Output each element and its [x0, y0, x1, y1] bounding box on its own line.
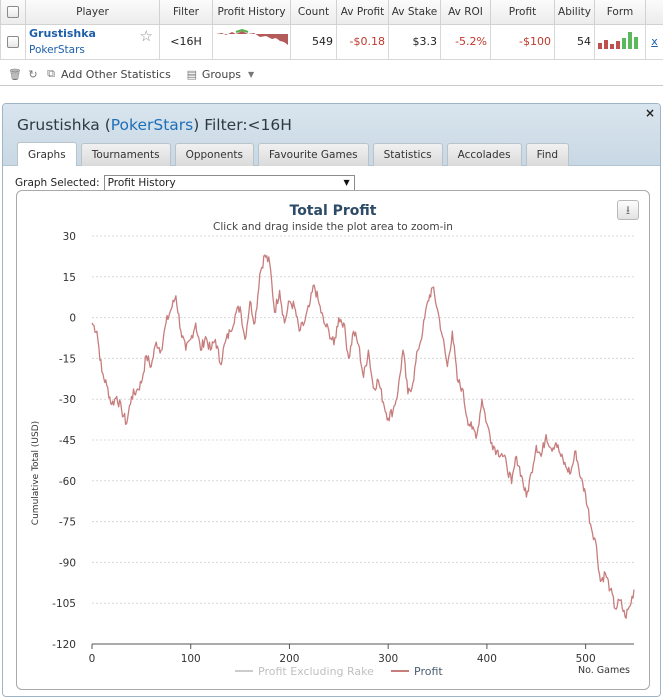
- chart-subtitle: Click and drag inside the plot area to z…: [213, 221, 453, 233]
- y-tick-label: 0: [69, 313, 76, 325]
- y-tick-label: -90: [59, 557, 76, 569]
- close-icon[interactable]: ×: [644, 106, 655, 120]
- count-cell: 549: [290, 24, 337, 60]
- graph-selector: Graph Selected: Profit History ▼: [15, 175, 355, 191]
- column-header[interactable]: Av ROI: [440, 0, 491, 25]
- profit-history-sparkline-cell: [212, 24, 291, 60]
- player-cell[interactable]: Grustishka PokerStars ☆: [25, 24, 160, 60]
- y-tick-label: -105: [52, 598, 76, 610]
- legend-item-profit-excluding-rake[interactable]: Profit Excluding Rake: [258, 665, 374, 678]
- window-title: Grustishka (PokerStars) Filter:<16H: [17, 116, 292, 134]
- filter-cell: <16H: [159, 24, 213, 60]
- x-tick-label: 100: [181, 653, 201, 665]
- x-tick-label: 200: [279, 653, 299, 665]
- player-site-link[interactable]: PokerStars: [29, 44, 85, 56]
- column-header[interactable]: Av Profit: [336, 0, 389, 25]
- column-header[interactable]: Form: [594, 0, 646, 25]
- y-tick-label: 15: [63, 272, 76, 284]
- x-tick-label: 300: [378, 653, 398, 665]
- window-title-site-link[interactable]: PokerStars: [110, 116, 194, 134]
- add-other-statistics-button[interactable]: ⧉ Add Other Statistics: [44, 67, 171, 81]
- column-header[interactable]: Av Stake: [388, 0, 441, 25]
- player-name-link[interactable]: Grustishka: [29, 27, 96, 40]
- tab-accolades[interactable]: Accolades: [446, 143, 522, 166]
- chart-title: Total Profit: [290, 203, 377, 219]
- y-tick-label: -15: [59, 353, 76, 365]
- groups-icon: ▤: [186, 67, 198, 81]
- profit-chart[interactable]: Total Profit Click and drag inside the p…: [17, 191, 649, 689]
- chart-grid: [92, 235, 634, 645]
- x-tick-label: 0: [89, 653, 96, 665]
- window-header: Grustishka (PokerStars) Filter:<16H × Gr…: [3, 104, 660, 166]
- column-header[interactable]: Profit History: [212, 0, 291, 25]
- column-header[interactable]: Profit: [490, 0, 555, 25]
- stats-header-row: Player Filter Profit History Count Av Pr…: [0, 0, 663, 25]
- av-stake-cell: $3.3: [388, 24, 441, 60]
- x-tick-label: 500: [576, 653, 596, 665]
- player-detail-window: Grustishka (PokerStars) Filter:<16H × Gr…: [2, 103, 661, 697]
- av-roi-cell: -5.2%: [440, 24, 491, 60]
- row-checkbox[interactable]: [7, 36, 19, 48]
- download-icon[interactable]: ⭳: [617, 200, 639, 220]
- chart-series: [91, 254, 635, 619]
- series-profit-line: [91, 254, 635, 619]
- row-select-cell[interactable]: [0, 24, 26, 60]
- column-header[interactable]: Filter: [159, 0, 213, 25]
- x-axis-label: No. Games: [578, 665, 630, 676]
- column-header[interactable]: Count: [290, 0, 337, 25]
- table-row[interactable]: Grustishka PokerStars ☆ <16H 549 -$0.18 …: [0, 24, 663, 60]
- form-chart-cell: [594, 24, 646, 60]
- groups-label: Groups: [201, 67, 242, 81]
- chart-legend[interactable]: Profit Excluding Rake Profit: [235, 665, 443, 678]
- tab-statistics[interactable]: Statistics: [372, 143, 443, 166]
- x-axis-ticks: 0 100 200 300 400 500: [89, 644, 596, 665]
- profit-cell: -$100: [490, 24, 555, 60]
- y-tick-label: -60: [59, 476, 76, 488]
- tab-opponents[interactable]: Opponents: [174, 143, 254, 166]
- window-title-player: Grustishka (: [17, 116, 111, 134]
- y-tick-label: -45: [59, 435, 76, 447]
- column-header[interactable]: Player: [25, 0, 160, 25]
- select-all-checkbox[interactable]: [7, 5, 19, 18]
- trash-icon[interactable]: 🗑: [8, 67, 22, 81]
- refresh-icon[interactable]: ↻: [28, 67, 38, 81]
- graph-select-dropdown[interactable]: Profit History ▼: [103, 175, 355, 191]
- tab-tournaments[interactable]: Tournaments: [80, 143, 171, 166]
- graph-select-value: Profit History: [107, 177, 176, 189]
- select-all-header[interactable]: [0, 0, 26, 25]
- groups-dropdown[interactable]: ▤ Groups ▼: [185, 68, 258, 81]
- legend-item-profit[interactable]: Profit: [414, 665, 443, 678]
- tab-graphs[interactable]: Graphs: [17, 142, 77, 166]
- chevron-down-icon: ▼: [343, 178, 350, 187]
- x-tick-label: 400: [477, 653, 497, 665]
- y-tick-label: -120: [52, 639, 76, 651]
- remove-row-link[interactable]: x: [645, 24, 663, 60]
- player-stats-table: Player Filter Profit History Count Av Pr…: [0, 0, 663, 60]
- profit-history-sparkline: [216, 28, 288, 45]
- y-tick-label: 30: [63, 231, 76, 243]
- remove-column-header: [645, 0, 663, 25]
- y-tick-label: -75: [59, 517, 76, 529]
- column-header[interactable]: Ability: [554, 0, 595, 25]
- player-stats-panel: Player Filter Profit History Count Av Pr…: [0, 0, 663, 86]
- tab-find[interactable]: Find: [525, 143, 570, 166]
- chart-container[interactable]: ⭳ Total Profit Click and drag inside the…: [16, 190, 650, 690]
- form-bar-chart: [598, 32, 638, 49]
- add-stats-icon: ⧉: [47, 67, 55, 80]
- graph-selected-label: Graph Selected:: [15, 177, 100, 189]
- chevron-down-icon: ▼: [247, 69, 255, 79]
- ability-cell: 54: [554, 24, 595, 60]
- add-other-statistics-label: Add Other Statistics: [61, 67, 171, 81]
- y-tick-label: -30: [59, 394, 76, 406]
- av-profit-cell: -$0.18: [336, 24, 389, 60]
- stats-toolbar: 🗑 ↻ ⧉ Add Other Statistics ▤ Groups ▼: [0, 63, 663, 85]
- y-axis-label: Cumulative Total (USD): [31, 421, 41, 525]
- tab-favourite-games[interactable]: Favourite Games: [257, 143, 369, 166]
- window-tabs: Graphs Tournaments Opponents Favourite G…: [17, 142, 570, 166]
- window-title-filter: ) Filter:<16H: [193, 116, 292, 134]
- y-axis-ticks: 30 15 0 -15 -30 -45 -60 -75 -90 -105 -120: [52, 231, 76, 651]
- star-icon[interactable]: ☆: [139, 26, 153, 45]
